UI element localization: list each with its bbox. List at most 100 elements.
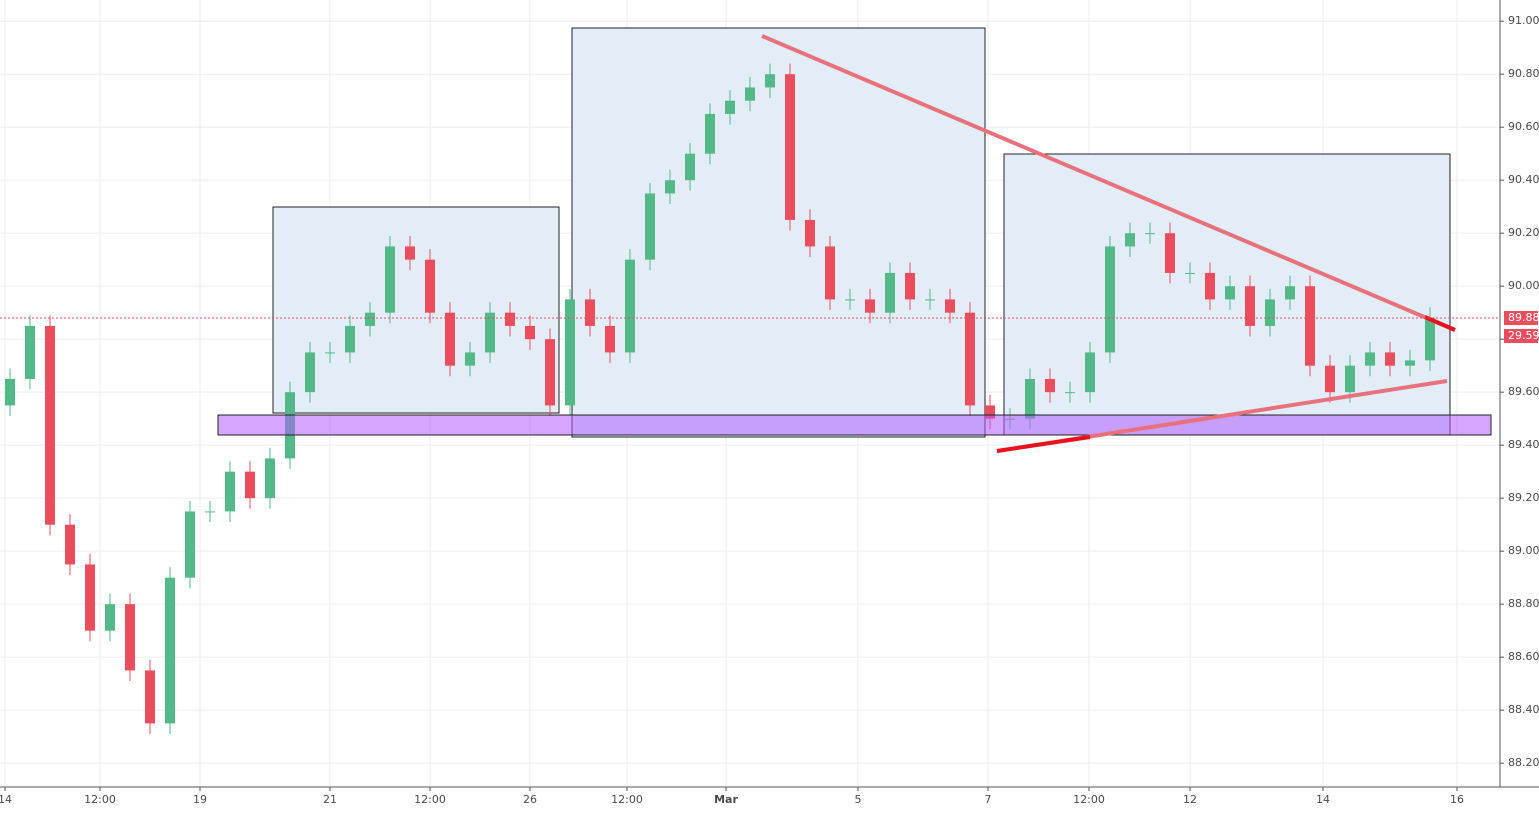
candle-body — [5, 378, 15, 406]
candle-body — [665, 180, 675, 194]
candle-body — [465, 352, 475, 366]
y-tick-label: 90.80 — [1508, 67, 1539, 80]
last-price-label: 89.88 — [1508, 311, 1539, 324]
candle-body — [725, 100, 735, 114]
candle-body — [145, 670, 155, 724]
y-tick-label: 89.40 — [1508, 438, 1539, 451]
x-tick-label: 5 — [855, 793, 862, 806]
candle-body — [1325, 365, 1335, 393]
y-tick-label: 88.20 — [1508, 756, 1539, 769]
candle-body — [1045, 378, 1055, 393]
candle-body — [1345, 365, 1355, 393]
candle-body — [765, 74, 775, 88]
candle-body — [1365, 352, 1375, 366]
y-tick-label: 88.80 — [1508, 597, 1539, 610]
candle-body — [1165, 233, 1175, 273]
candle-body — [185, 511, 195, 578]
x-tick-label: 16 — [1450, 793, 1464, 806]
candle-body — [885, 272, 895, 313]
x-tick-label: 12 — [1183, 793, 1197, 806]
x-tick-label: 14 — [0, 793, 12, 806]
candle-body — [825, 246, 835, 300]
candle-body — [205, 511, 215, 513]
candle-body — [325, 352, 335, 354]
candle-body — [25, 325, 35, 379]
candle-body — [1265, 299, 1275, 326]
x-tick-label: 12:00 — [84, 793, 116, 806]
y-tick-label: 88.40 — [1508, 703, 1539, 716]
candle-body — [1405, 360, 1415, 366]
candle-body — [1065, 392, 1075, 394]
timer-box — [1504, 328, 1538, 343]
candle-body — [425, 259, 435, 313]
y-tick-label: 91.00 — [1508, 14, 1539, 27]
x-tick-label: 14 — [1316, 793, 1330, 806]
candle-body — [865, 299, 875, 313]
x-tick-label: 21 — [323, 793, 337, 806]
support-zone — [217, 414, 1492, 436]
trend-line — [761, 34, 1456, 332]
candle-body — [1305, 286, 1315, 366]
candle-body — [625, 259, 635, 353]
trend-line-end — [1424, 315, 1456, 332]
trend-line-start — [996, 435, 1091, 453]
candle-body — [1385, 352, 1395, 366]
y-tick-label: 90.20 — [1508, 226, 1539, 239]
overlays — [217, 34, 1492, 453]
candle-body — [265, 458, 275, 499]
candle-body — [805, 219, 815, 247]
candle-body — [525, 325, 535, 340]
candle-body — [925, 299, 935, 301]
last-price-box — [1504, 310, 1538, 325]
candle-body — [605, 325, 615, 353]
timer-label: 29.59 — [1508, 329, 1539, 342]
y-tick-label: 90.00 — [1508, 279, 1539, 292]
candles — [5, 63, 1435, 735]
pattern-box — [571, 27, 986, 438]
candle-body — [385, 246, 395, 313]
candle-body — [1185, 272, 1195, 274]
x-tick-label: 12:00 — [1073, 793, 1105, 806]
candle-body — [305, 352, 315, 393]
candle-body — [1085, 352, 1095, 393]
candle-body — [485, 312, 495, 353]
candle-body — [965, 312, 975, 406]
candle-body — [1145, 233, 1155, 235]
candle-body — [365, 312, 375, 326]
candle-body — [1285, 286, 1295, 300]
candle-body — [785, 74, 795, 220]
candle-body — [45, 325, 55, 525]
candle-body — [125, 604, 135, 671]
candle-body — [105, 604, 115, 631]
candle-body — [505, 312, 515, 326]
y-tick-label: 89.00 — [1508, 544, 1539, 557]
y-tick-label: 90.60 — [1508, 120, 1539, 133]
candle-body — [65, 524, 75, 565]
candle-body — [245, 471, 255, 499]
candle-body — [85, 564, 95, 631]
candle-body — [705, 113, 715, 154]
pattern-box — [272, 206, 560, 414]
x-tick-label: Mar — [714, 793, 738, 806]
candle-body — [165, 577, 175, 724]
candle-body — [585, 299, 595, 326]
candle-body — [985, 405, 995, 419]
y-tick-label: 88.60 — [1508, 650, 1539, 663]
candle-body — [1245, 286, 1255, 326]
x-tick-label: 19 — [193, 793, 207, 806]
candle-body — [1425, 317, 1435, 361]
candle-body — [905, 272, 915, 300]
candle-body — [1125, 233, 1135, 247]
candle-body — [445, 312, 455, 366]
candle-body — [745, 87, 755, 101]
candle-body — [545, 339, 555, 406]
candle-body — [1105, 246, 1115, 353]
x-tick-label: 7 — [985, 793, 992, 806]
candle-body — [945, 299, 955, 313]
candle-body — [1205, 272, 1215, 300]
candle-body — [565, 299, 575, 406]
y-tick-label: 90.40 — [1508, 173, 1539, 186]
candle-body — [1225, 286, 1235, 300]
y-tick-label: 89.60 — [1508, 385, 1539, 398]
candle-body — [645, 193, 655, 260]
